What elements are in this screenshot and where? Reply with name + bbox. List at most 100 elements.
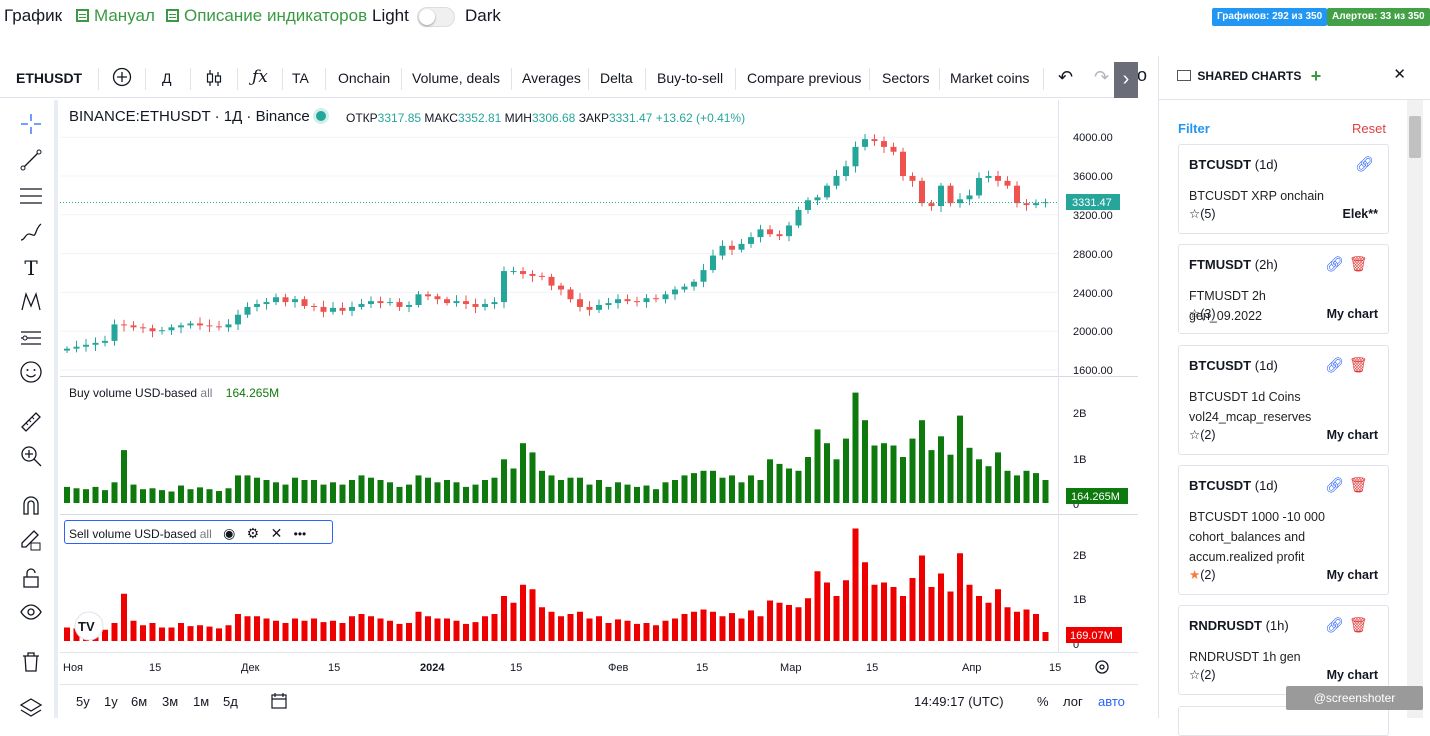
goto-date-icon[interactable] [270,692,288,713]
manual-link[interactable]: Мануал [76,6,155,26]
delete-icon[interactable]: 🗑︎ [1348,357,1368,374]
ruler-icon[interactable] [19,410,43,434]
eye-icon[interactable]: ◉ [223,525,236,541]
trend-line-icon[interactable] [19,148,43,172]
toolbar-item-market-coins[interactable]: Market coins [950,70,1030,86]
sell-volume-legend[interactable]: Sell volume USD-based all ◉ ⚙ ✕ ••• [64,520,333,544]
lock-icon[interactable] [19,566,43,590]
chart-type-button[interactable] [204,68,224,91]
utc-clock[interactable]: 14:49:17 (UTC) [914,694,1004,709]
toolbar-item-averages[interactable]: Averages [522,70,581,86]
more-icon[interactable]: ••• [293,527,307,541]
close-panel-icon[interactable]: ✕ [1393,66,1406,83]
svg-text:15: 15 [866,662,878,674]
theme-toggle[interactable] [417,7,455,27]
layers-icon[interactable] [19,696,43,720]
brush-icon[interactable] [19,220,43,244]
candle-body [1023,203,1030,206]
eye-icon[interactable] [19,600,43,624]
toolbar-scroll-right[interactable]: › [1114,62,1138,98]
volume-bar [339,484,346,503]
chart-settings-icon[interactable] [1095,660,1109,674]
svg-text:Мар: Мар [780,662,802,674]
indicators-link[interactable]: Описание индикаторов [166,6,367,26]
close-icon[interactable]: ✕ [270,525,283,541]
volume-bar [102,629,108,641]
volume-bar [1014,475,1020,503]
range-1y[interactable]: 1y [104,694,118,709]
shared-chart-card[interactable]: BTCUSDT (1d) 🔗︎ 🗑︎ BTCUSDT 1d Coins vol2… [1178,345,1389,455]
filter-button[interactable]: Filter [1178,121,1210,136]
gear-icon[interactable]: ⚙ [246,525,260,541]
toolbar-item-compare-previous[interactable]: Compare previous [747,70,862,86]
star-rating[interactable]: ☆(3) [1189,307,1216,321]
shared-chart-card[interactable]: FTMUSDT (2h) 🔗︎ 🗑︎ FTMUSDT 2h gen_09.202… [1178,244,1389,334]
magnet-icon[interactable] [19,494,43,518]
star-rating[interactable]: ☆(5) [1189,207,1216,221]
volume-bar [643,623,650,641]
range-3m[interactable]: 3м [162,694,179,709]
range-5y[interactable]: 5y [76,694,90,709]
interval-selector[interactable]: Д [162,70,172,86]
link-icon[interactable]: 🔗︎ [1324,477,1344,494]
prediction-icon[interactable] [19,326,43,350]
draw-lock-icon[interactable] [19,528,43,552]
shared-chart-card[interactable]: BTCUSDT (1d) 🔗︎ 🗑︎ BTCUSDT 1000 -10 000 … [1178,465,1389,595]
chart-area[interactable]: 4000.00 3600.00 3200.00 2800.00 2400.00 … [60,100,1138,682]
log-toggle[interactable]: лог [1063,694,1083,709]
range-1m[interactable]: 1м [193,694,210,709]
redo-icon[interactable]: ↷ [1094,67,1110,87]
link-icon[interactable]: 🔗︎ [1354,156,1374,173]
crosshair-icon[interactable] [19,112,43,136]
volume-bar [1004,607,1011,641]
star-rating[interactable]: ☆(2) [1189,668,1216,682]
compare-symbol-button[interactable] [112,67,132,90]
fib-retracement-icon[interactable] [19,184,43,208]
candle-body [985,176,992,178]
indicators-button[interactable]: ƒx [252,67,268,87]
toolbar-item-sectors[interactable]: Sectors [882,70,930,86]
shared-chart-card[interactable]: RNDRUSDT (1h) 🔗︎ 🗑︎ RNDRUSDT 1h gen ☆(2)… [1178,605,1389,695]
volume-bar [634,486,640,503]
shared-chart-card[interactable]: BTCUSDT (1d) 🔗︎ BTCUSDT XRP onchain ☆(5)… [1178,144,1389,234]
shared-chart-card[interactable] [1178,706,1389,736]
volume-bar [586,484,593,503]
star-rating[interactable]: ☆(2) [1189,428,1216,442]
symbol-search[interactable]: ETHUSDT [16,70,83,86]
candle-body [729,245,735,250]
toolbar-item-delta[interactable]: Delta [600,70,633,86]
zoom-in-icon[interactable] [19,444,43,468]
candle-body [748,237,754,244]
link-icon[interactable]: 🔗︎ [1324,357,1344,374]
link-icon[interactable]: 🔗︎ [1324,617,1344,634]
range-5d[interactable]: 5д [223,694,238,709]
emoji-icon[interactable] [19,360,43,384]
delete-icon[interactable]: 🗑︎ [1348,477,1368,494]
reset-button[interactable]: Reset [1352,121,1386,136]
sell-value-label-bg [1066,627,1122,643]
toolbar-item-buy-to-sell[interactable]: Buy-to-sell [657,70,724,86]
add-chart-icon[interactable]: + [1310,66,1322,86]
candle-body [73,346,80,349]
chart-link[interactable]: График [4,6,63,25]
delete-icon[interactable]: 🗑︎ [1348,256,1368,273]
range-6m[interactable]: 6м [131,694,148,709]
pattern-icon[interactable] [19,290,43,314]
percent-toggle[interactable]: % [1037,694,1049,709]
volume-bar [520,443,526,503]
indicators-icon [166,9,179,22]
auto-toggle[interactable]: авто [1098,694,1125,709]
trash-icon[interactable] [19,650,43,674]
text-tool-icon[interactable]: T [24,256,38,280]
panel-scrollbar[interactable] [1407,100,1423,718]
delete-icon[interactable]: 🗑︎ [1348,617,1368,634]
volume-bar [681,475,688,503]
toolbar-item-ta[interactable]: TA [292,70,309,86]
scrollbar-thumb[interactable] [1409,116,1421,158]
link-icon[interactable]: 🔗︎ [1324,256,1344,273]
toolbar-item-onchain[interactable]: Onchain [338,70,391,86]
toolbar-item-volume[interactable]: Volume, deals [412,70,500,86]
star-rating[interactable]: ★(2) [1189,568,1216,582]
candle-body [577,299,583,307]
undo-icon[interactable]: ↶ [1058,67,1074,87]
